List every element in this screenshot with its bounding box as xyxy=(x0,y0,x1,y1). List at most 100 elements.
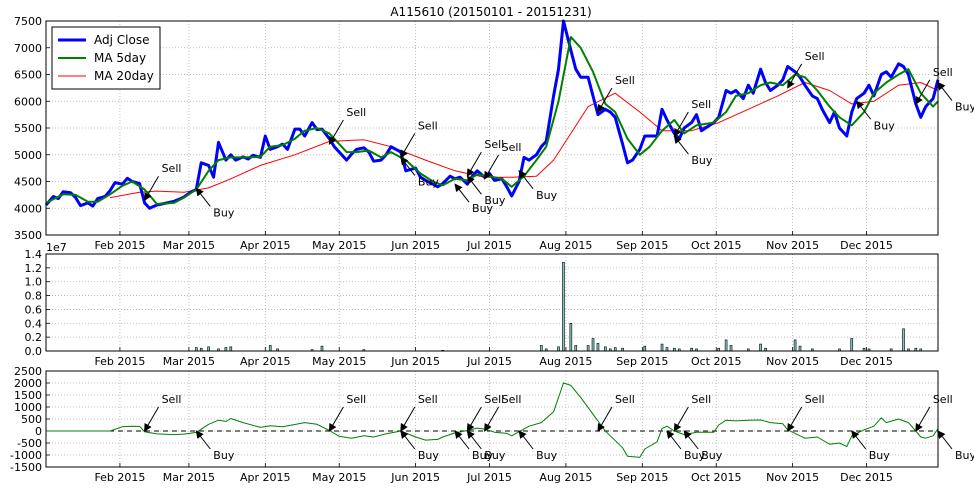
x-tick-label: Feb 2015 xyxy=(94,355,145,368)
signal-arrow xyxy=(328,406,344,432)
buy-signal-label: Buy xyxy=(213,206,235,219)
y-tick-label: 500 xyxy=(21,413,42,426)
ma-5day-line xyxy=(45,36,939,205)
signal-arrow xyxy=(683,430,699,450)
plot-frame xyxy=(45,370,939,468)
volume-bar xyxy=(759,343,762,352)
x-tick-label: Jul 2015 xyxy=(466,239,512,252)
y-tick-label: 6500 xyxy=(14,69,42,82)
sell-signal-label: Sell xyxy=(418,393,438,406)
x-tick-label: Aug 2015 xyxy=(539,355,592,368)
legend: Adj Close MA 5day MA 20day xyxy=(51,26,161,90)
x-tick-label: Feb 2015 xyxy=(94,239,145,252)
x-tick-label: May 2015 xyxy=(312,471,366,484)
buy-signal-label: Buy xyxy=(536,449,558,462)
sell-signal-label: Sell xyxy=(346,393,366,406)
sell-signal-label: Sell xyxy=(502,393,522,406)
buy-signal-label: Buy xyxy=(418,449,440,462)
legend-label: Adj Close xyxy=(94,33,149,47)
signal-arrow xyxy=(454,183,470,203)
volume-bar xyxy=(613,347,617,352)
signal-arrow xyxy=(518,170,534,190)
signal-arrow xyxy=(915,79,931,105)
y-tick-label: 0.2 xyxy=(25,331,43,344)
volume-bar xyxy=(574,345,578,352)
y-tick-label: 0.6 xyxy=(25,303,43,316)
signal-arrow xyxy=(915,406,931,432)
y-tick-label: 0.0 xyxy=(25,345,43,358)
x-tick-label: Oct 2015 xyxy=(691,355,742,368)
buy-signal-label: Buy xyxy=(472,449,494,462)
volume-bar xyxy=(268,345,272,352)
oscillator-line xyxy=(46,382,939,458)
y-tick-label: -1500 xyxy=(10,461,42,474)
buy-signal-label: Buy xyxy=(213,449,235,462)
x-tick-label: Jun 2015 xyxy=(390,239,440,252)
x-tick-label: Apr 2015 xyxy=(240,239,291,252)
signal-arrow xyxy=(937,81,953,101)
ma-20day-line xyxy=(110,82,939,199)
volume-panel: 0.00.20.40.60.81.01.21.4 Feb 2015 Mar 2015… xyxy=(25,248,939,368)
signal-arrow xyxy=(328,119,344,145)
y-tick-label: 5000 xyxy=(14,149,42,162)
signal-arrow xyxy=(597,87,613,113)
signal-arrow xyxy=(195,430,211,450)
sell-signal-label: Sell xyxy=(502,141,522,154)
buy-signal-label: Buy xyxy=(484,449,506,462)
y-tick-label: 3500 xyxy=(14,229,42,242)
y-tick-label: 7500 xyxy=(14,15,42,28)
signal-arrow xyxy=(466,406,482,432)
y-tick-label: -1000 xyxy=(10,449,42,462)
y-tick-label: 4000 xyxy=(14,202,42,215)
volume-bar xyxy=(229,346,233,352)
x-tick-label: Dec 2015 xyxy=(840,355,893,368)
x-tick-label: May 2015 xyxy=(312,355,366,368)
sell-signal-label: Sell xyxy=(615,74,635,87)
x-tick-label: Aug 2015 xyxy=(539,239,592,252)
x-tick-label: Jun 2015 xyxy=(390,355,440,368)
x-tick-label: Aug 2015 xyxy=(539,471,592,484)
signal-arrow xyxy=(673,135,689,155)
signal-arrow xyxy=(666,430,682,450)
volume-bar xyxy=(569,322,573,352)
buy-signal-label: Buy xyxy=(955,449,974,462)
signal-arrow xyxy=(400,156,416,176)
signal-arrow xyxy=(518,430,534,450)
buy-signal-label: Buy xyxy=(869,449,891,462)
volume-bar xyxy=(850,338,854,352)
volume-bar xyxy=(665,347,669,352)
volume-bar xyxy=(596,343,600,352)
x-tick-label: Oct 2015 xyxy=(691,471,742,484)
signal-arrow xyxy=(466,175,482,195)
volume-scale-label: 1e7 xyxy=(46,241,67,254)
signal-arrow xyxy=(851,430,867,450)
x-tick-label: Jul 2015 xyxy=(466,471,512,484)
plot-frame xyxy=(45,20,939,236)
volume-bar xyxy=(902,328,905,352)
signal-arrow xyxy=(484,154,500,180)
volume-bar xyxy=(793,339,797,352)
y-tick-label: 2000 xyxy=(14,377,42,390)
volume-bar xyxy=(224,347,228,352)
volume-bar xyxy=(557,346,560,352)
y-tick-label: 5500 xyxy=(14,122,42,135)
x-tick-label: Sep 2015 xyxy=(616,355,668,368)
signal-arrow xyxy=(484,406,500,432)
y-tick-label: 6000 xyxy=(14,95,42,108)
sell-signal-label: Sell xyxy=(162,393,182,406)
legend-label: MA 5day xyxy=(94,51,146,65)
volume-bar xyxy=(604,346,607,352)
y-tick-label: 0.4 xyxy=(25,317,43,330)
signal-arrow xyxy=(144,175,159,202)
buy-signal-label: Buy xyxy=(472,202,494,215)
sell-signal-label: Sell xyxy=(805,393,825,406)
signal-arrow xyxy=(937,430,953,450)
adj-close-line xyxy=(44,19,940,210)
x-tick-label: Feb 2015 xyxy=(94,471,145,484)
signal-arrow xyxy=(195,187,211,207)
signal-arrow xyxy=(400,430,416,450)
y-tick-label: -500 xyxy=(17,437,42,450)
legend-label: MA 20day xyxy=(94,69,154,83)
y-tick-label: 1.0 xyxy=(25,276,43,289)
